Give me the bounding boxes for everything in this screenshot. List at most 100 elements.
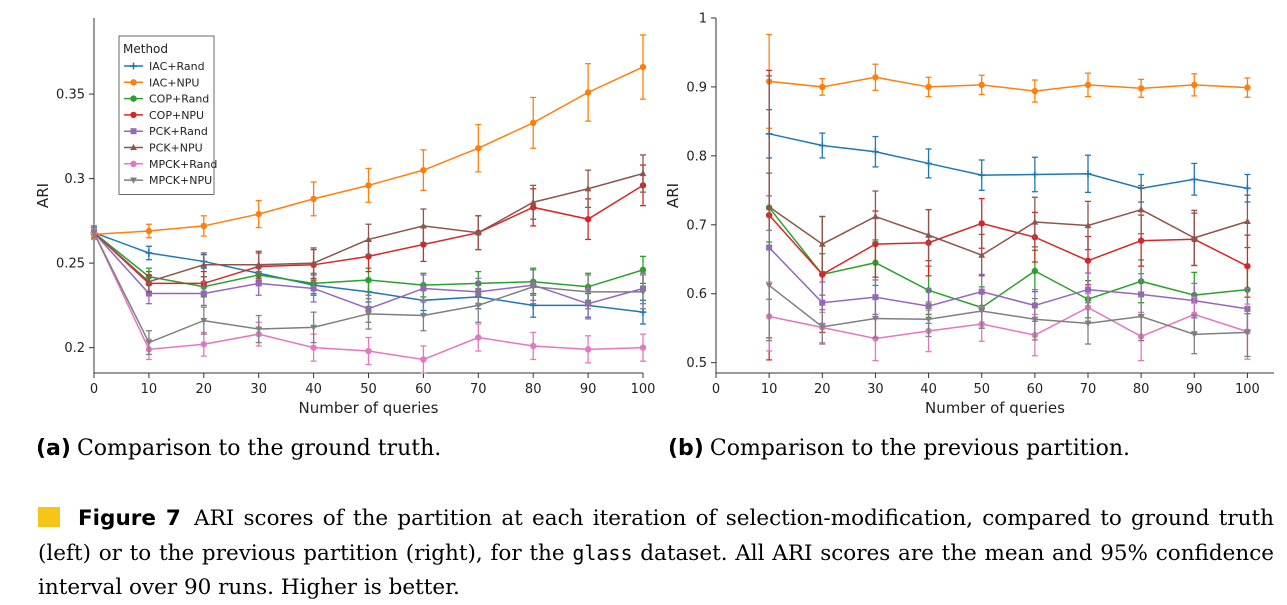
legend-label: PCK+Rand [149,125,208,138]
chart-b-point [819,271,826,278]
chart-a-point [310,259,317,266]
chart-a-point [365,182,372,189]
chart-a-point [475,334,482,341]
legend-marker [130,79,137,86]
legend-entry-cop-npu: COP+NPU [124,109,204,122]
chart-b-x-tick-label: 80 [1133,382,1150,397]
chart-b-y-tick-label: 0.9 [686,80,707,95]
chart-b-point [1031,267,1039,275]
chart-a-point [474,302,482,309]
legend-entry-pck-npu: PCK+NPU [124,142,203,155]
subcaption-b: (b) Comparison to the previous partition. [668,436,1130,461]
chart-b-point [1084,320,1092,327]
legend-entry-mpck-npu: MPCK+NPU [124,174,212,187]
legend-label: IAC+NPU [149,76,199,89]
chart-a-point [255,261,263,268]
chart-a-point [200,341,207,348]
chart-a-point [255,210,262,218]
chart-b-series-pck-rand [766,195,1251,331]
chart-a-point [584,346,592,353]
chart-a-point [420,356,427,363]
chart-a-x-tick-label: 0 [90,382,98,397]
chart-b-point [978,81,985,89]
subcaption-b-label: (b) [668,436,704,461]
chart-a-x-tick-label: 50 [360,382,377,397]
chart-b-series-mpck-npu [765,229,1251,358]
figure-caption-text-2: dataset. All ARI scores are the mean and… [38,541,1274,600]
chart-b-point [819,83,826,91]
chart-a-point [310,344,317,351]
chart-b-point [872,212,879,220]
chart-a-y-axis-title: ARI [34,183,52,208]
chart-a-x-tick-label: 60 [415,382,432,397]
chart-a-x-tick-label: 10 [141,382,158,397]
chart-a-point [529,198,537,205]
chart-previous-partition: 0 10 20 30 40 50 60 70 80 90 100 0.5 0.6 0.7 0.8 0.9 1 Nu… [664,12,1274,417]
chart-a-point [420,166,427,174]
chart-b-x-tick-label: 20 [814,382,831,397]
chart-a-point [145,278,153,285]
chart-a-x-tick-label: 80 [525,382,542,397]
chart-b-point [765,203,773,210]
legend-marker [130,62,137,70]
legend-entry-cop-rand: COP+Rand [124,93,209,106]
chart-b-series-iac-npu [765,33,1251,129]
chart-b-x-tick-label: 70 [1080,382,1097,397]
chart-a-point [365,311,372,318]
chart-b-x-tick-label: 0 [712,382,720,397]
chart-a-x-tick-label: 20 [196,382,213,397]
chart-b-point [1084,257,1092,264]
chart-b-point [925,83,932,91]
chart-b-point [1137,313,1145,321]
chart-b-point [1031,218,1039,225]
chart-a-point [145,339,153,347]
chart-a-point [90,230,98,237]
chart-b-point [1084,81,1092,89]
chart-b-x-axis-title: Number of queries [925,399,1065,417]
legend-label: MPCK+NPU [149,174,212,187]
chart-a-series-iac-npu [90,34,647,241]
chart-a-point [639,289,647,296]
chart-b-point [1137,206,1145,213]
chart-b-point [1190,234,1198,241]
chart-a-y-tick-label: 0.3 [64,172,85,187]
chart-a-point [200,290,207,297]
chart-b-series-cop-npu [765,69,1251,361]
chart-b-point [1190,331,1198,338]
chart-b-point [978,288,985,295]
chart-b-point [925,231,932,238]
legend-marker [130,95,137,102]
chart-a-point [639,308,647,316]
subcaption-a-text: Comparison to the ground truth. [76,436,442,461]
chart-b-x-tick-label: 90 [1186,382,1203,397]
chart-b-line-pck-npu [768,206,1248,256]
chart-a-point [365,347,372,355]
legend-label: IAC+Rand [149,60,205,73]
chart-a-legend: Method IAC+Rand IAC+NPU COP+Rand COP+NPU PCK+… [118,35,217,195]
chart-a-point [420,312,427,320]
chart-a-point [255,326,263,333]
chart-b-line-cop-npu [768,214,1248,276]
legend-label: PCK+NPU [149,142,203,155]
chart-a-point [639,266,647,274]
chart-a-point [584,215,592,223]
chart-b-point [1085,286,1091,293]
chart-b-x-tick-label: 60 [1027,382,1044,397]
legend-entry-mpck-rand: MPCK+Rand [124,158,217,171]
legend-marker [130,143,137,151]
chart-b-y-tick-label: 0.5 [686,356,707,371]
chart-a-point [365,235,372,243]
chart-a-point [200,222,207,230]
chart-b-y-axis-title: ARI [664,183,682,208]
chart-b-point [1190,175,1198,183]
chart-a-point [639,169,647,177]
chart-b-line-iac-npu [769,76,1248,92]
chart-b-y-tick-label: 0.7 [686,218,707,233]
subcaption-b-text: Comparison to the previous partition. [709,436,1131,461]
chart-b-point [1244,262,1251,270]
chart-ground-truth: 0 10 20 30 40 50 60 70 80 90 100 0.2 0.25 0.3 0.35 Numb… [34,18,655,417]
chart-b-point [1244,329,1251,336]
chart-b-point [872,294,879,301]
chart-b-x-tick-label: 50 [973,382,990,397]
chart-a-point [200,261,208,268]
